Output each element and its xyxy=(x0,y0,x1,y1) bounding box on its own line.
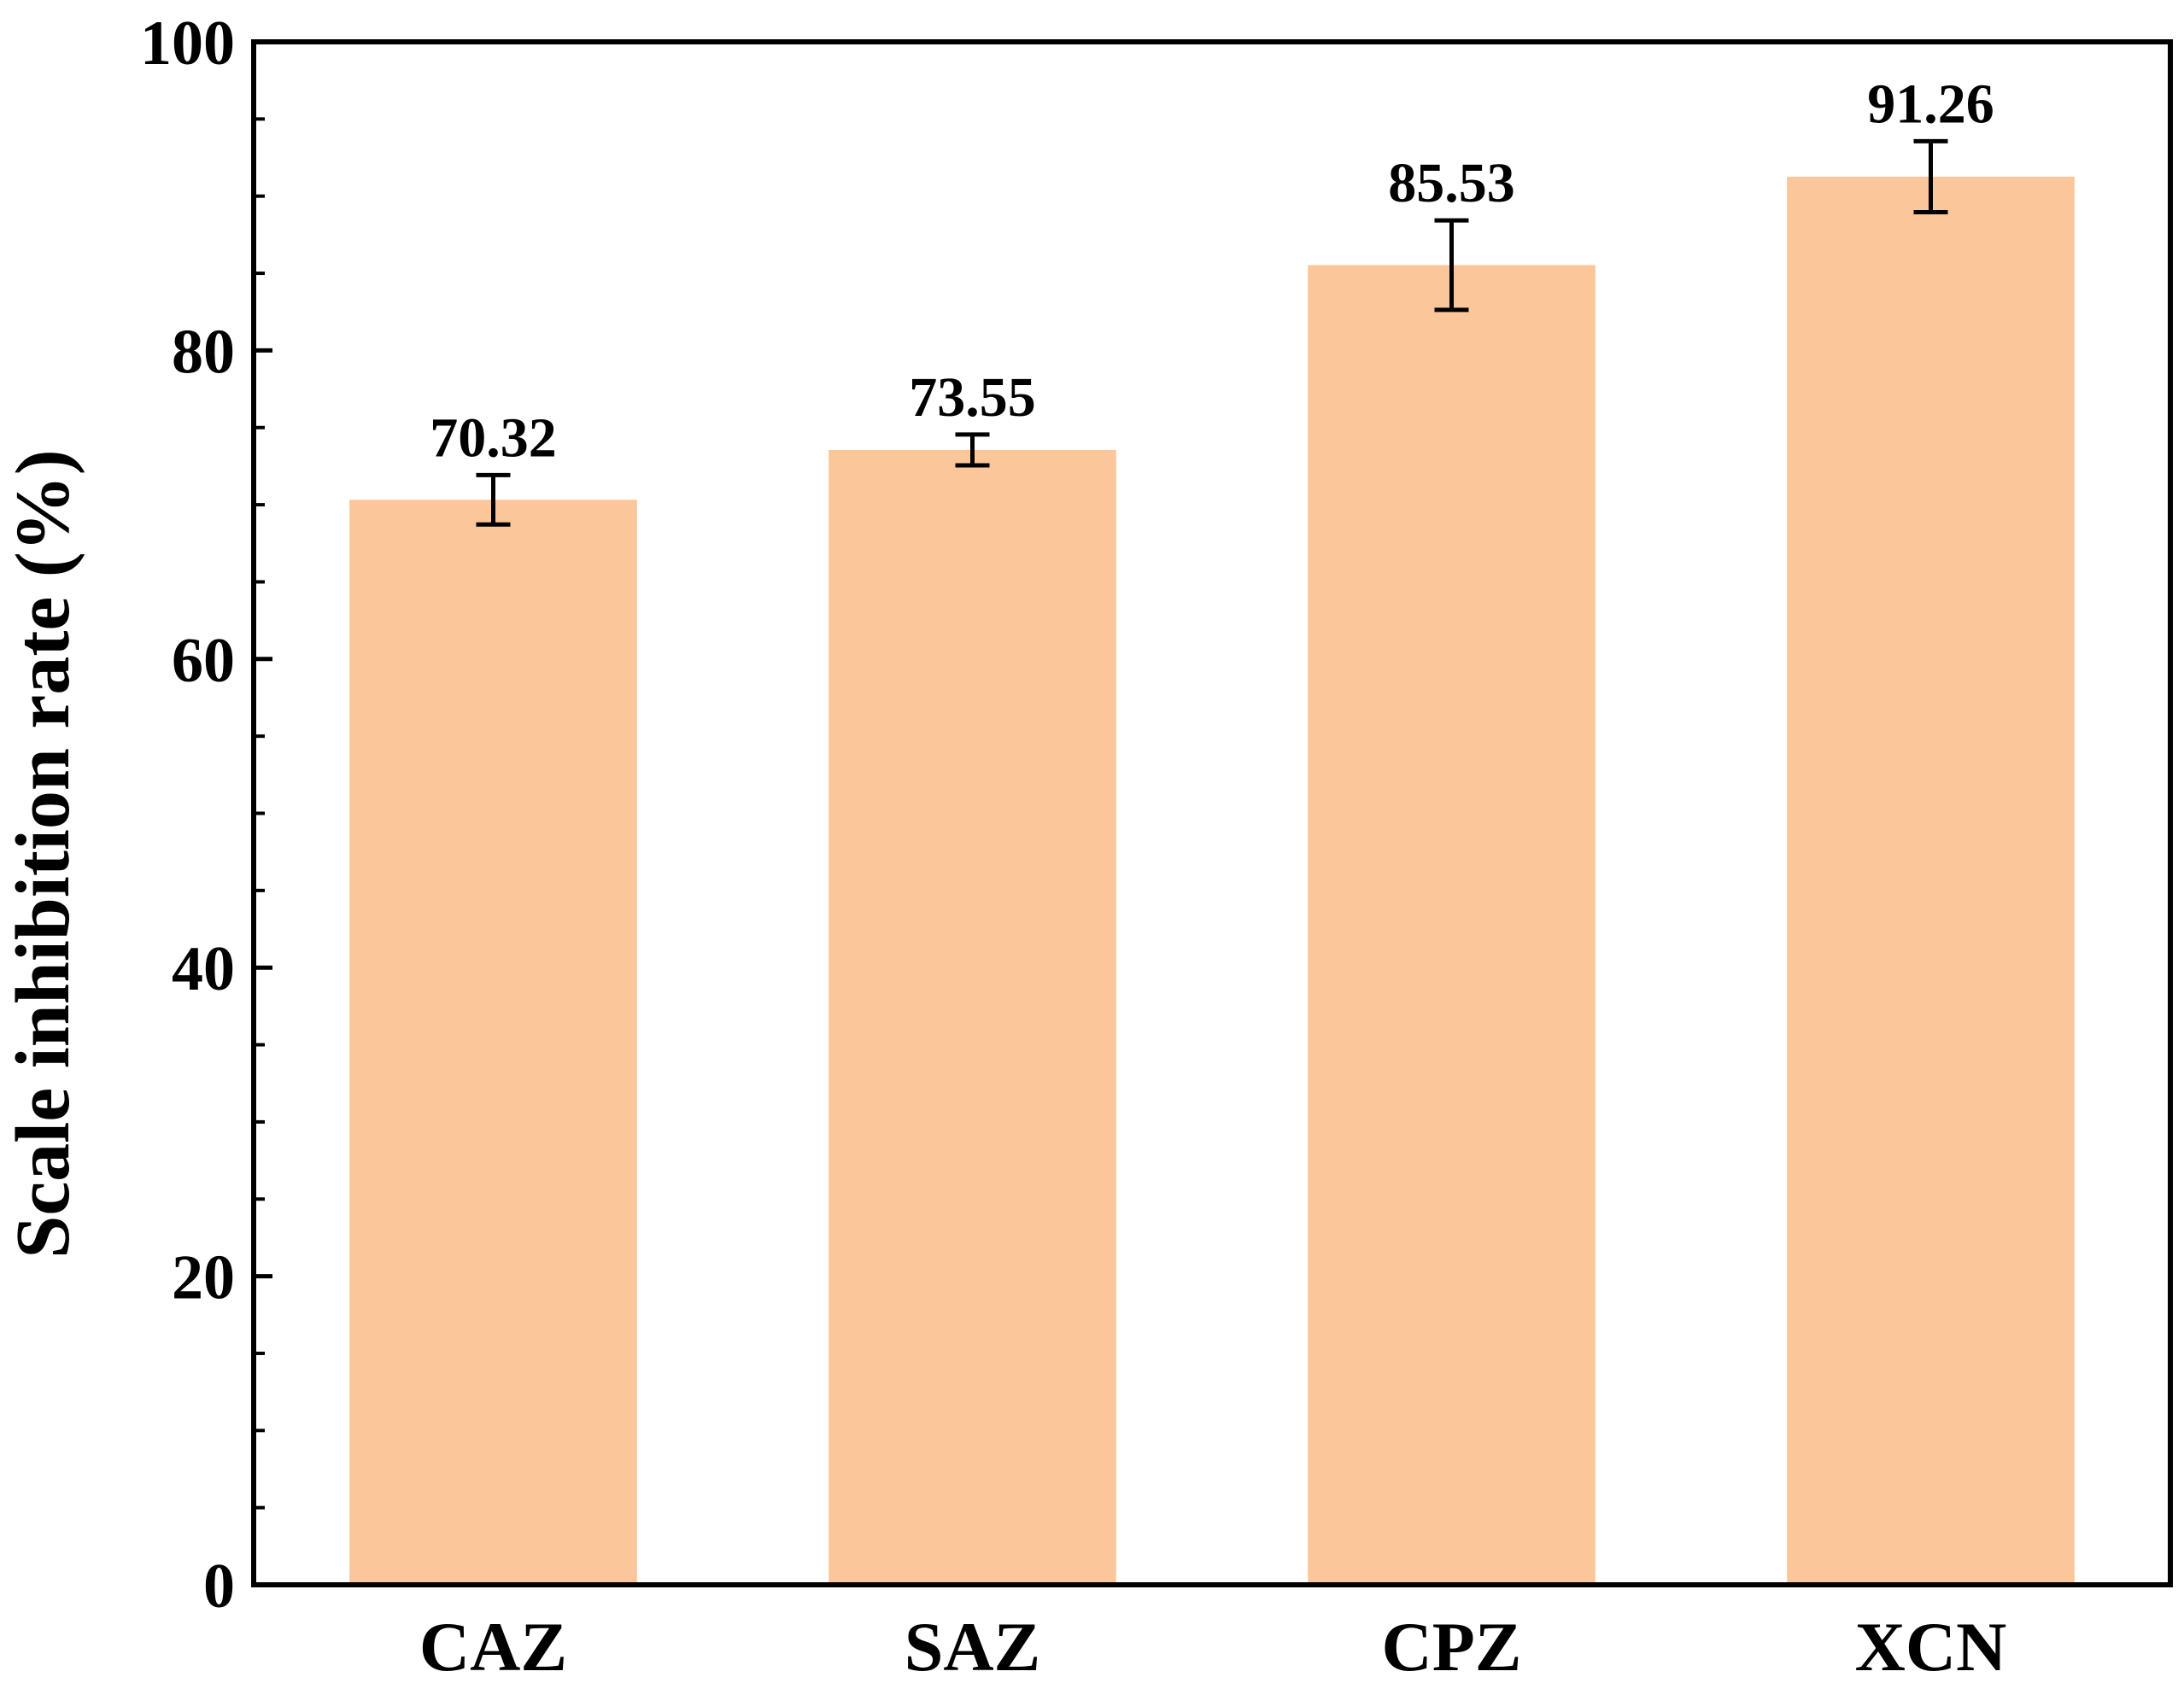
x-tick-label: XCN xyxy=(1855,1608,2007,1683)
plot-frame xyxy=(251,39,2173,1587)
x-tick-label: CAZ xyxy=(419,1608,567,1683)
bar xyxy=(1787,176,2075,1586)
value-label: 73.55 xyxy=(909,366,1036,429)
y-tick-label: 0 xyxy=(203,1552,235,1622)
y-tick-label: 80 xyxy=(172,317,235,387)
value-label: 85.53 xyxy=(1388,152,1515,214)
bar xyxy=(1308,265,1596,1585)
value-label: 91.26 xyxy=(1867,73,1994,135)
bar xyxy=(349,500,637,1585)
value-label: 70.32 xyxy=(430,406,557,469)
bar xyxy=(829,449,1116,1586)
y-axis-label: Scale inhibition rate (%) xyxy=(1,449,85,1258)
x-tick-label: CPZ xyxy=(1382,1608,1522,1683)
y-tick-label: 40 xyxy=(172,934,235,1004)
y-tick-label: 60 xyxy=(172,626,235,696)
y-tick-label: 100 xyxy=(140,9,235,79)
x-tick-label: SAZ xyxy=(905,1608,1041,1683)
y-tick-label: 20 xyxy=(172,1243,235,1313)
